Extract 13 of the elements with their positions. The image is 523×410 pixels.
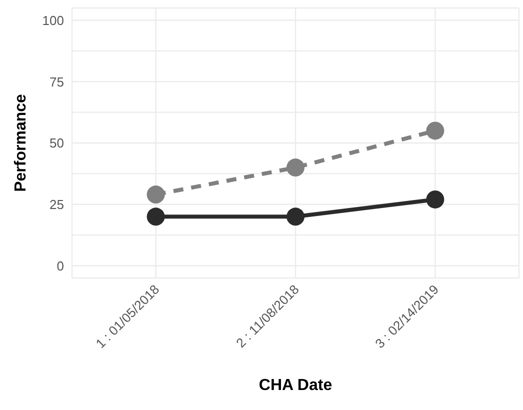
y-tick-label: 75	[50, 74, 64, 90]
y-tick-label: 25	[50, 196, 64, 212]
point	[286, 208, 304, 226]
point	[146, 186, 165, 204]
y-axis-title: Performance	[12, 94, 30, 192]
point	[426, 190, 444, 208]
point	[426, 122, 444, 140]
y-tick-label: 50	[50, 136, 64, 151]
point	[146, 208, 165, 226]
y-tick-label: 0	[56, 258, 64, 274]
x-axis-title: CHA Date	[258, 377, 332, 394]
y-tick-label: 100	[42, 12, 64, 28]
point	[286, 158, 304, 177]
